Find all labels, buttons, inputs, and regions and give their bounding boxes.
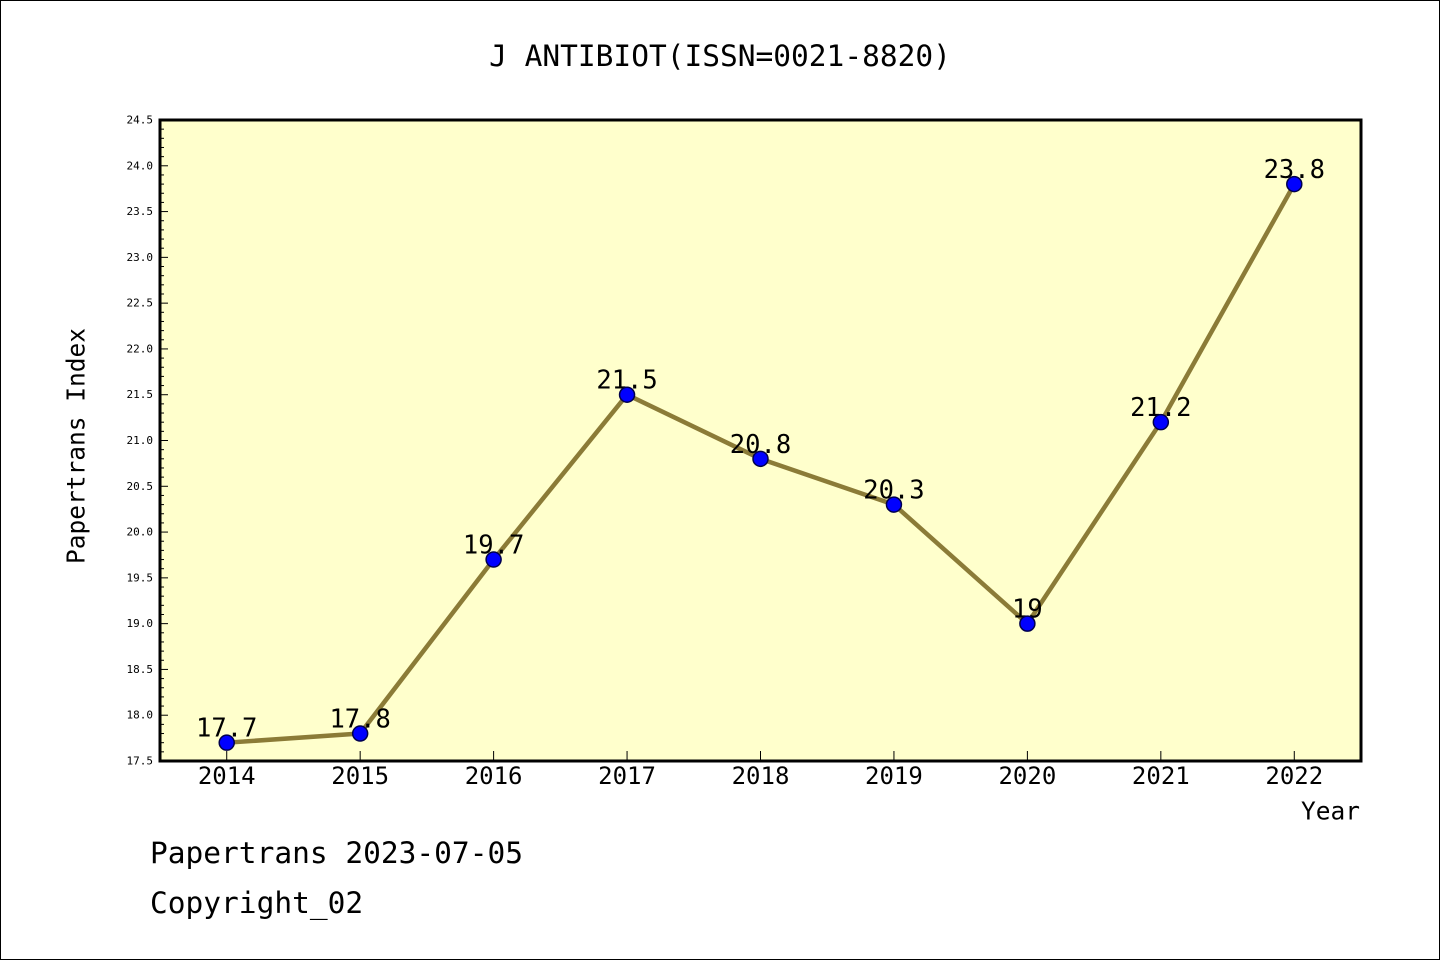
data-point-marker	[218, 734, 235, 751]
y-tick-label: 17.5	[127, 755, 154, 768]
x-axis: 2014 2015 2016 2017 2018 2019 2020 2021 2022	[198, 751, 1323, 790]
chart-title: J ANTIBIOT(ISSN=0021-8820)	[489, 39, 951, 73]
y-axis-label: Papertrans Index	[62, 328, 91, 564]
data-point-marker	[618, 386, 636, 403]
x-tick-label: 2014	[198, 762, 256, 790]
y-tick-label: 24.5	[127, 114, 154, 127]
y-tick-label: 22.5	[127, 297, 154, 310]
y-tick-label: 20.5	[127, 480, 154, 493]
y-tick-label: 23.5	[127, 205, 154, 218]
y-tick-label: 24.0	[127, 159, 154, 172]
x-tick-label: 2019	[865, 762, 923, 790]
y-tick-label: 19.0	[127, 617, 154, 630]
x-tick-label: 2022	[1265, 762, 1323, 790]
y-tick-label: 18.0	[127, 709, 154, 722]
y-axis: 17.5 18.0 18.5 19.0 19.5 20.0 20.5 21.0 21.5 22.0…	[127, 114, 168, 768]
data-point-marker	[752, 450, 769, 468]
data-point-marker	[485, 551, 502, 568]
x-tick-label: 2021	[1132, 762, 1190, 790]
footer-date: Papertrans 2023-07-05	[150, 836, 523, 870]
x-tick-label: 2017	[598, 762, 656, 790]
data-point-marker	[1019, 615, 1036, 632]
data-point-marker	[1152, 413, 1170, 431]
x-tick-label: 2016	[465, 762, 523, 790]
plot-area	[160, 120, 1361, 761]
x-tick-label: 2015	[331, 762, 389, 790]
y-tick-label: 19.5	[127, 571, 154, 584]
y-tick-label: 22.0	[127, 342, 154, 355]
x-tick-label: 2018	[732, 762, 790, 790]
data-point-marker	[351, 725, 369, 742]
y-tick-label: 20.0	[127, 526, 154, 539]
footer-copyright: Copyright_02	[150, 886, 363, 921]
x-axis-label: Year	[1301, 797, 1360, 826]
y-tick-label: 21.0	[127, 434, 154, 447]
y-tick-label: 23.0	[127, 251, 154, 264]
x-tick-label: 2020	[998, 762, 1056, 790]
data-point-marker	[1286, 175, 1303, 193]
y-tick-label: 21.5	[127, 388, 154, 401]
y-tick-label: 18.5	[127, 663, 154, 676]
data-point-marker	[885, 496, 903, 513]
